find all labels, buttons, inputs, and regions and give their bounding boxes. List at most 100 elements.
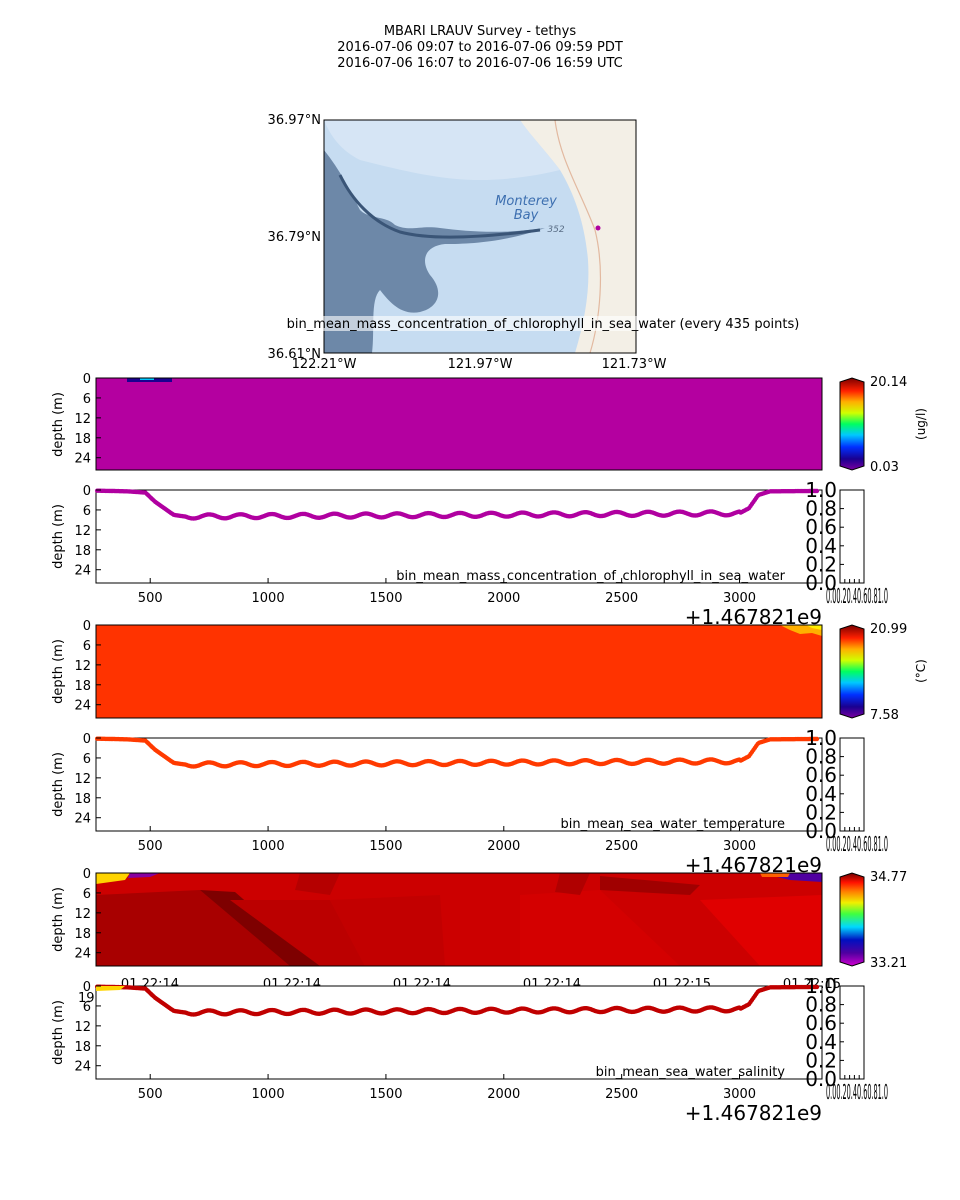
map-frame [323, 119, 637, 354]
right-axis-xlabels: 0.00.20.40.60.81.0 [826, 584, 888, 608]
right-axis-label: 0.4 [805, 782, 837, 806]
right-axis-label: 0.2 [805, 1048, 837, 1072]
y-tick-label: 0 [83, 372, 91, 387]
x-tick-label: 1500 [369, 591, 402, 606]
temperature-right-axis: 1.00.80.60.40.20.00.00.20.40.60.81.0 [805, 726, 888, 856]
salinity-surface-patch [760, 873, 790, 877]
x-tick-label: 3000 [723, 839, 756, 854]
scatter-point [814, 736, 820, 742]
x-tick-label: 3000 [723, 1087, 756, 1102]
y-tick-label: 24 [74, 564, 91, 579]
map-lat-label: 36.97°N [268, 113, 321, 128]
salinity-region [330, 895, 445, 966]
figure-title: MBARI LRAUV Survey - tethys 2016-07-06 0… [337, 24, 623, 71]
title-line-3: 2016-07-06 16:07 to 2016-07-06 16:59 UTC [337, 56, 623, 71]
x-tick-label: 1000 [252, 839, 285, 854]
map-sounding-label: 352 [547, 225, 564, 235]
salinity-region [295, 873, 340, 895]
salinity-scatter-frame [95, 985, 823, 1080]
title-line-2: 2016-07-06 09:07 to 2016-07-06 09:59 PDT [337, 40, 623, 55]
salinity-scatter-label: bin_mean_sea_water_salinity [596, 1065, 786, 1080]
temperature-heatmap-fill [96, 625, 822, 718]
right-axis-label: 1.0 [805, 726, 837, 750]
y-tick-label: 6 [83, 639, 91, 654]
right-axis-frame [839, 985, 865, 1080]
right-axis-xlabels: 0.00.20.40.60.81.0 [826, 832, 888, 856]
map-land [520, 120, 636, 353]
temperature-heatmap-panel: 0 6 12 18 24 depth (m) 20.99 7.58 (°C) [51, 619, 928, 723]
chlorophyll-scatter-frame [95, 489, 823, 584]
salinity-region [700, 895, 822, 966]
y-tick-label: 24 [74, 1060, 91, 1075]
temperature-colorbar-bar [839, 624, 865, 719]
map-caption-backdrop [282, 316, 806, 331]
x-tick-label: 2500 [605, 591, 638, 606]
y-tick-label: 12 [74, 1020, 91, 1035]
right-axis-label: 0.2 [805, 800, 837, 824]
salinity-colorbar-min: 33.21 [870, 956, 907, 971]
y-tick-label: 0 [83, 619, 91, 634]
x-tick-label: 2000 [487, 839, 520, 854]
salinity-scatter-x-axis: 500 1000 1500 2000 2500 3000 [138, 1074, 756, 1102]
salinity-scatter-offset: +1.467821e9 [685, 1101, 822, 1125]
right-axis-label: 1.0 [805, 478, 837, 502]
chlorophyll-colorbar-max: 20.14 [870, 375, 907, 390]
y-tick-label: 0 [83, 732, 91, 747]
x-tick-label: 1000 [252, 591, 285, 606]
salinity-region [555, 873, 590, 895]
salinity-region [600, 876, 700, 895]
survey-map: Monterey Bay 352 36.97°N 36.79°N 36.61°N… [268, 113, 806, 372]
right-axis-label: 0.0 [805, 819, 837, 843]
map-place-label-2: Bay [514, 208, 539, 223]
salinity-left-fragment: 19 [78, 991, 95, 1006]
chlorophyll-heatmap-frame [95, 377, 823, 471]
y-axis-title: depth (m) [51, 504, 66, 569]
chlorophyll-colorbar: 20.14 0.03 (ug/l) [839, 375, 928, 475]
y-tick-label: 0 [83, 484, 91, 499]
temperature-scatter-frame [95, 737, 823, 832]
y-tick-label: 6 [83, 1000, 91, 1015]
right-axis-label: 0.8 [805, 745, 837, 769]
temperature-heatmap-frame [95, 624, 823, 719]
chlorophyll-surface-patch [140, 378, 154, 380]
salinity-scatter-y-axis: 0 6 12 18 24 depth (m) [51, 980, 101, 1075]
temperature-heatmap-y-axis: 0 6 12 18 24 depth (m) [51, 619, 101, 714]
temperature-scatter-x-axis: 500 1000 1500 2000 2500 3000 [138, 826, 756, 854]
x-tick-label: 500 [138, 591, 163, 606]
x-tick-label: 2500 [605, 839, 638, 854]
map-caption: bin_mean_mass_concentration_of_chlorophy… [287, 317, 800, 332]
right-axis-label: 0.4 [805, 534, 837, 558]
chlorophyll-colorbar-units: (ug/l) [914, 408, 928, 440]
salinity-region [200, 890, 320, 966]
title-line-1: MBARI LRAUV Survey - tethys [384, 24, 577, 39]
y-tick-label: 24 [74, 699, 91, 714]
map-canyon-axis [338, 174, 541, 239]
x-tick-label: 2500 [605, 1087, 638, 1102]
x-tick-label: 500 [138, 839, 163, 854]
temperature-colorbar-min: 7.58 [870, 708, 899, 723]
chlorophyll-right-axis: 1.00.80.60.40.20.00.00.20.40.60.81.0 [805, 478, 888, 608]
right-axis-label: 0.8 [805, 497, 837, 521]
salinity-colorbar-bar [839, 872, 865, 967]
map-lat-label: 36.79°N [268, 230, 321, 245]
y-tick-label: 6 [83, 392, 91, 407]
salinity-surface-patch [96, 873, 130, 884]
salinity-heatmap-y-axis: 0 6 12 18 24 depth (m) [51, 867, 101, 962]
x-tick-label: 1500 [369, 839, 402, 854]
salinity-surface-patch [128, 873, 160, 878]
x-tick-label: 1000 [252, 1087, 285, 1102]
y-tick-label: 6 [83, 504, 91, 519]
y-tick-label: 18 [74, 792, 91, 807]
vehicle-position-marker [595, 225, 601, 231]
y-axis-title: depth (m) [51, 639, 66, 704]
salinity-colorbar: 34.77 33.21 [839, 870, 907, 971]
x-tick-label: 2000 [487, 1087, 520, 1102]
salinity-region [520, 890, 680, 966]
chlorophyll-heatmap-fill [96, 378, 822, 470]
y-axis-title: depth (m) [51, 887, 66, 952]
chlorophyll-colorbar-min: 0.03 [870, 460, 899, 475]
y-tick-label: 24 [74, 452, 91, 467]
y-tick-label: 0 [83, 867, 91, 882]
